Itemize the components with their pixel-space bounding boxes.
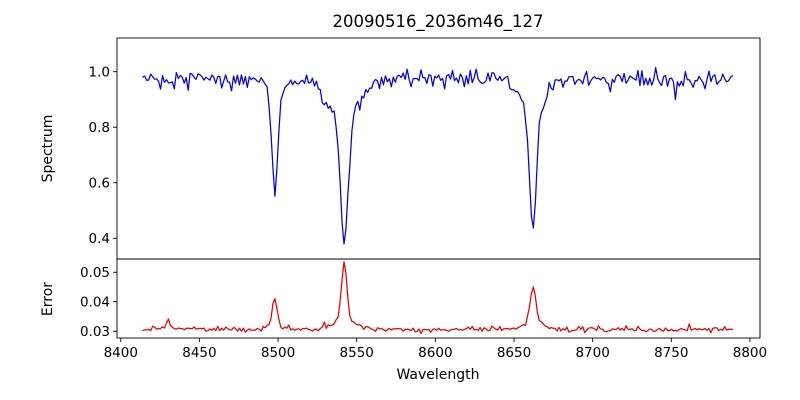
y-tick-label: 0.6 bbox=[89, 175, 110, 191]
y-tick-label: 0.4 bbox=[89, 231, 110, 247]
x-tick-label: 8600 bbox=[418, 345, 452, 361]
y-tick-label: 0.03 bbox=[80, 324, 110, 340]
x-axis-label: Wavelength bbox=[396, 367, 479, 383]
x-tick-label: 8650 bbox=[497, 345, 531, 361]
x-tick-label: 8500 bbox=[261, 345, 295, 361]
spectrum-panel-frame bbox=[116, 37, 761, 260]
x-tick-label: 8700 bbox=[575, 345, 609, 361]
x-tick-label: 8450 bbox=[182, 345, 216, 361]
error-line bbox=[142, 261, 734, 335]
y-tick-label: 1.0 bbox=[89, 64, 110, 80]
x-tick-label: 8750 bbox=[654, 345, 688, 361]
spectrum-y-axis-label: Spectrum bbox=[40, 115, 56, 183]
spectrum-line bbox=[142, 66, 734, 245]
x-tick-label: 8400 bbox=[104, 345, 138, 361]
x-tick-label: 8800 bbox=[733, 345, 767, 361]
y-tick-label: 0.04 bbox=[80, 294, 110, 310]
chart-title: 20090516_2036m46_127 bbox=[332, 12, 543, 32]
x-tick-label: 8550 bbox=[340, 345, 374, 361]
y-tick-label: 0.8 bbox=[89, 120, 110, 136]
error-y-axis-label: Error bbox=[40, 282, 56, 316]
axis-ticks-layer: 8400 8450 8500 8550 8600 8650 8700 8750 8800 0.4 0… bbox=[80, 64, 767, 361]
error-panel-frame bbox=[116, 258, 761, 339]
y-tick-label: 0.05 bbox=[80, 265, 110, 281]
